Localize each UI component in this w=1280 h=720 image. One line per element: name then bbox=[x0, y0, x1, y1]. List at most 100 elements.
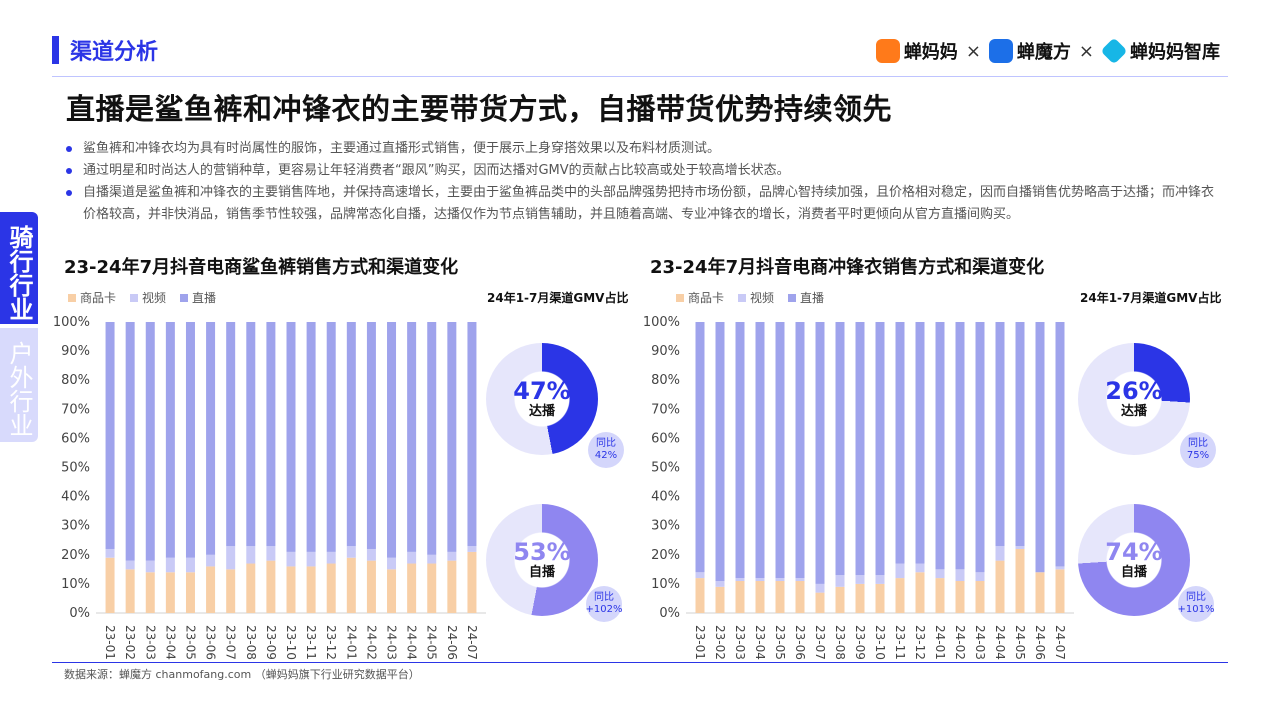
chart-legend-left: 商品卡 视频 直播 bbox=[68, 289, 216, 306]
yoy-label: 同比 bbox=[596, 438, 616, 449]
chart-legend-right: 商品卡 视频 直播 bbox=[676, 289, 824, 306]
bar-segment-live bbox=[1055, 322, 1065, 567]
bar-segment-video bbox=[326, 551, 336, 564]
donut-pct: 53% bbox=[513, 538, 571, 566]
bar-segment-live bbox=[306, 322, 316, 552]
bullet-list: 鲨鱼裤和冲锋衣均为具有时尚属性的服饰，主要通过直播形式销售，便于展示上身穿搭效果… bbox=[66, 138, 1216, 226]
donut-label: 达播 bbox=[528, 404, 555, 419]
bar-segment-live bbox=[915, 322, 925, 564]
yoy-value: 42% bbox=[594, 450, 618, 461]
bar-segment-live bbox=[447, 322, 457, 552]
x-tick-label: 23-01 bbox=[693, 625, 707, 660]
bar-segment-video bbox=[407, 551, 417, 564]
bar-segment-video bbox=[835, 575, 845, 587]
bar-segment-video bbox=[955, 569, 965, 581]
gmv-label-right: 24年1-7月渠道GMV占比 bbox=[1080, 291, 1222, 305]
y-tick-label: 10% bbox=[651, 577, 680, 592]
bullet-item: 鲨鱼裤和冲锋衣均为具有时尚属性的服饰，主要通过直播形式销售，便于展示上身穿搭效果… bbox=[66, 138, 1216, 160]
bar-segment-video bbox=[286, 551, 296, 567]
y-tick-label: 0% bbox=[659, 606, 680, 621]
bar-segment-video bbox=[306, 551, 316, 567]
bar-segment-product-card bbox=[815, 592, 825, 613]
bar-segment-live bbox=[286, 322, 296, 552]
yoy-value: +102% bbox=[585, 604, 623, 615]
legend-item-product-card: 商品卡 bbox=[676, 289, 724, 306]
legend-item-video: 视频 bbox=[738, 289, 774, 306]
bar-segment-video bbox=[895, 563, 905, 579]
bar-segment-product-card bbox=[185, 572, 195, 613]
legend-label: 视频 bbox=[750, 291, 775, 305]
legend-item-live: 直播 bbox=[180, 289, 216, 306]
bar-segment-live bbox=[715, 322, 725, 581]
side-tab-cycling[interactable]: 骑行行业 bbox=[0, 212, 38, 324]
legend-label: 视频 bbox=[142, 291, 167, 305]
bar-segment-live bbox=[975, 322, 985, 573]
bar-segment-product-card bbox=[975, 580, 985, 613]
bar-segment-video bbox=[346, 546, 356, 558]
bar-segment-product-card bbox=[286, 566, 296, 613]
bar-segment-product-card bbox=[715, 586, 725, 613]
x-tick-label: 24-05 bbox=[1013, 625, 1027, 660]
x-tick-label: 23-02 bbox=[123, 625, 137, 660]
bar-segment-live bbox=[1015, 322, 1025, 547]
bar-segment-live bbox=[165, 322, 175, 558]
bar-segment-live bbox=[995, 322, 1005, 547]
y-tick-label: 100% bbox=[643, 315, 680, 330]
bar-segment-video bbox=[467, 546, 477, 552]
bar-segment-video bbox=[145, 560, 155, 573]
bar-segment-live bbox=[735, 322, 745, 579]
yoy-value: +101% bbox=[1177, 604, 1215, 615]
bar-segment-product-card bbox=[755, 580, 765, 613]
bar-segment-live bbox=[326, 322, 336, 552]
bar-segment-live bbox=[427, 322, 437, 555]
x-tick-label: 24-03 bbox=[385, 625, 399, 660]
x-tick-label: 23-11 bbox=[304, 625, 318, 660]
x-tick-label: 23-07 bbox=[224, 625, 238, 660]
x-tick-label: 23-09 bbox=[264, 625, 278, 660]
legend-swatch-product-card bbox=[676, 293, 684, 302]
yoy-label: 同比 bbox=[1188, 438, 1208, 449]
x-tick-label: 23-02 bbox=[713, 625, 727, 660]
legend-swatch-live bbox=[788, 293, 797, 302]
bar-segment-product-card bbox=[935, 578, 945, 613]
bar-segment-live bbox=[1035, 322, 1045, 573]
bar-segment-product-card bbox=[226, 569, 236, 613]
bar-segment-live bbox=[185, 322, 195, 558]
y-tick-label: 100% bbox=[53, 315, 90, 330]
bar-segment-product-card bbox=[206, 566, 216, 613]
bar-segment-video bbox=[185, 557, 195, 573]
bar-segment-live bbox=[815, 322, 825, 584]
y-tick-label: 30% bbox=[651, 519, 680, 534]
bar-segment-live bbox=[407, 322, 417, 552]
x-tick-label: 23-05 bbox=[773, 625, 787, 660]
bar-segment-video bbox=[855, 575, 865, 584]
x-tick-label: 24-05 bbox=[425, 625, 439, 660]
bar-segment-video bbox=[795, 578, 805, 581]
bar-segment-product-card bbox=[955, 580, 965, 613]
x-tick-label: 23-05 bbox=[183, 625, 197, 660]
bar-segment-video bbox=[815, 583, 825, 593]
bar-segment-video bbox=[755, 578, 765, 581]
bar-segment-live bbox=[795, 322, 805, 579]
section-title: 渠道分析 bbox=[70, 40, 159, 65]
gmv-label-left: 24年1-7月渠道GMV占比 bbox=[487, 291, 629, 305]
legend-label: 商品卡 bbox=[80, 291, 117, 305]
y-tick-label: 10% bbox=[61, 577, 90, 592]
bar-segment-live bbox=[105, 322, 115, 549]
chanmofang-logo-icon bbox=[988, 39, 1013, 63]
yoy-badge-daren-left: 同比 42% bbox=[588, 432, 624, 468]
top-divider bbox=[52, 76, 1228, 77]
yoy-value: 75% bbox=[1186, 450, 1210, 461]
side-tab-outdoor[interactable]: 户外行业 bbox=[0, 328, 38, 442]
bar-segment-product-card bbox=[306, 566, 316, 613]
bottom-divider bbox=[52, 662, 1228, 663]
logo-chanmama-text: 蝉妈妈 bbox=[903, 42, 958, 63]
legend-item-live: 直播 bbox=[788, 289, 824, 306]
x-tick-label: 23-08 bbox=[833, 625, 847, 660]
bar-segment-video bbox=[165, 557, 175, 573]
legend-label: 商品卡 bbox=[688, 291, 725, 305]
bar-segment-product-card bbox=[735, 580, 745, 613]
x-tick-label: 23-01 bbox=[103, 625, 117, 660]
bar-segment-live bbox=[366, 322, 376, 549]
bar-segment-product-card bbox=[366, 560, 376, 613]
